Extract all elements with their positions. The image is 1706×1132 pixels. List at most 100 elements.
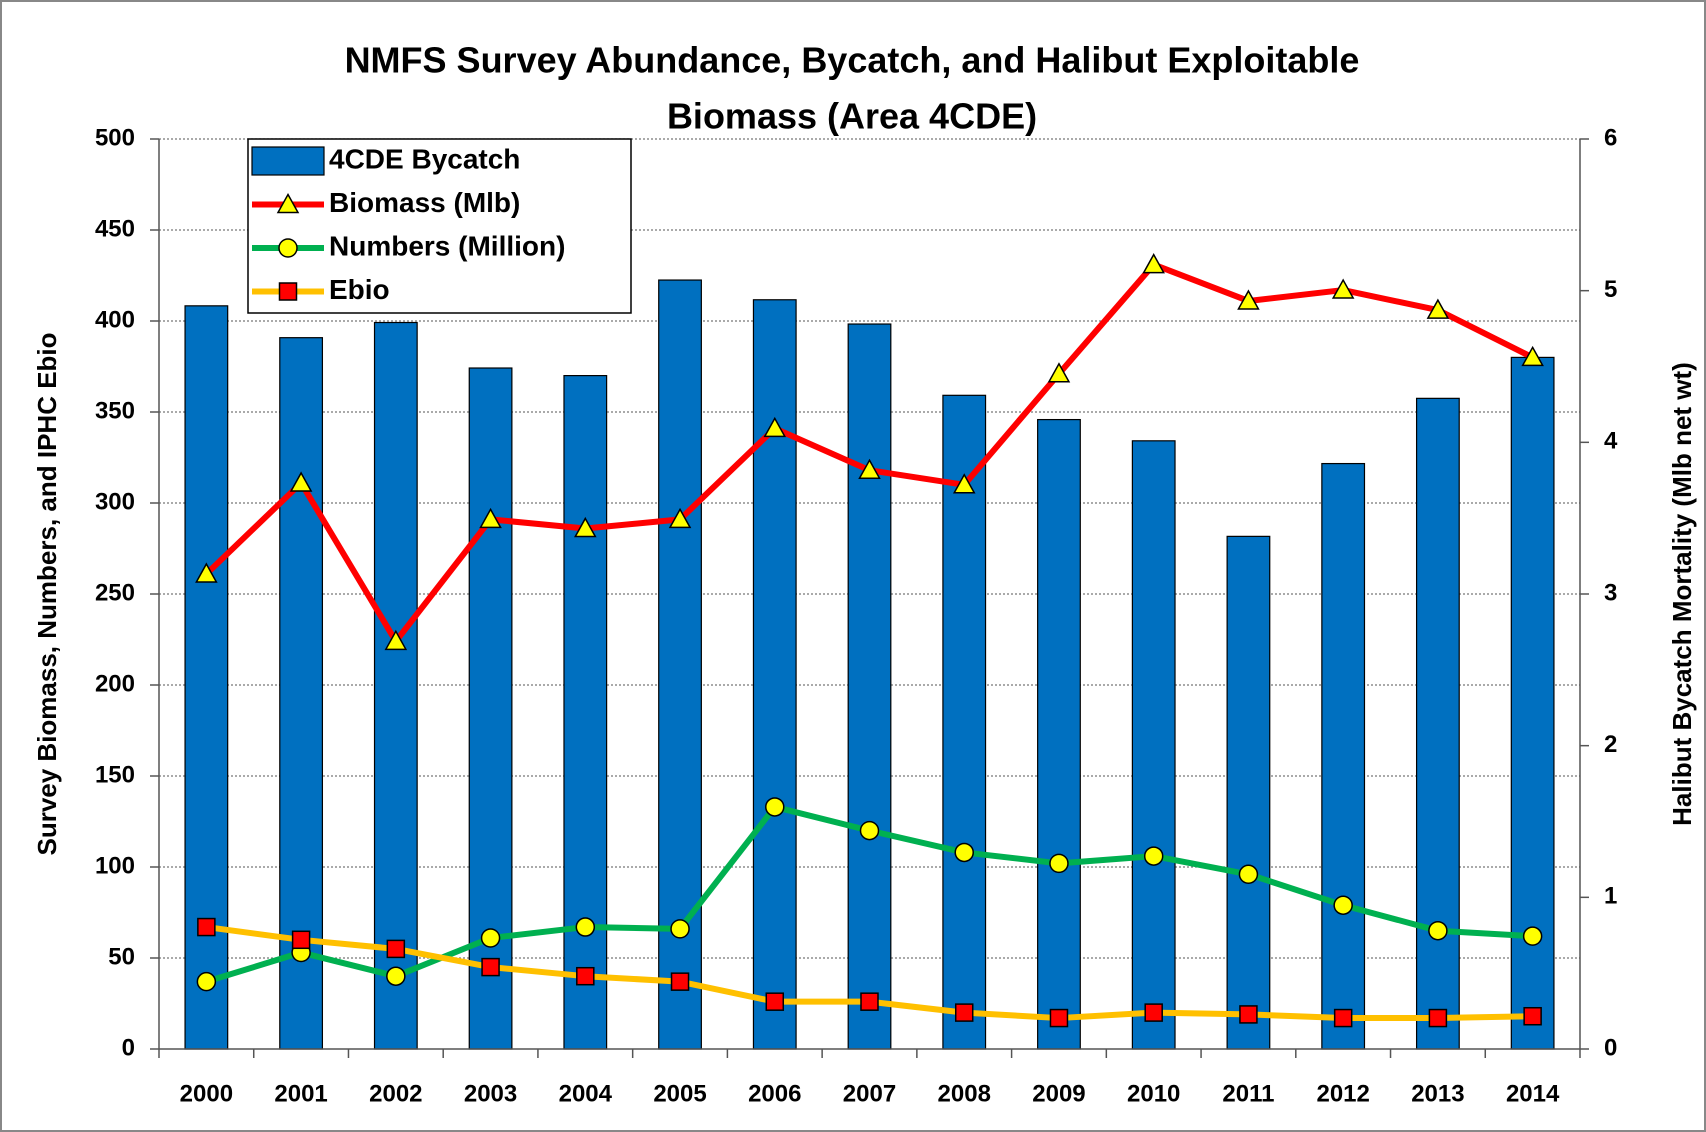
- marker: [1428, 920, 1448, 941]
- marker: [763, 416, 787, 438]
- marker: [954, 1003, 974, 1022]
- legend-label: Ebio: [329, 274, 390, 305]
- marker: [576, 966, 595, 986]
- bar: [1321, 462, 1366, 1050]
- marker: [197, 917, 216, 937]
- bar: [1131, 440, 1176, 1050]
- marker: [386, 939, 406, 959]
- bar: [279, 337, 324, 1050]
- y2-tick-label: 1: [1604, 883, 1617, 910]
- marker: [1238, 864, 1259, 885]
- marker: [765, 992, 785, 1011]
- x-tick-label: 2001: [274, 1080, 327, 1107]
- marker: [952, 473, 976, 494]
- marker: [670, 919, 690, 939]
- marker: [1523, 1006, 1542, 1026]
- marker: [1143, 846, 1164, 866]
- x-tick-label: 2000: [180, 1080, 233, 1107]
- x-tick-label: 2012: [1316, 1080, 1369, 1107]
- x-tick-label: 2006: [748, 1080, 801, 1107]
- chart-title: NMFS Survey Abundance, Bycatch, and Hali…: [345, 40, 1360, 81]
- x-tick-label: 2008: [938, 1080, 991, 1107]
- marker: [1049, 853, 1069, 874]
- marker: [1331, 278, 1355, 299]
- y2-tick-label: 5: [1604, 276, 1617, 303]
- legend-label: 4CDE Bycatch: [329, 143, 520, 174]
- y2-tick-label: 2: [1604, 731, 1617, 758]
- y-tick-label: 450: [95, 215, 135, 242]
- y2-tick-label: 6: [1604, 124, 1617, 151]
- marker: [291, 930, 311, 950]
- x-tick-label: 2002: [369, 1080, 422, 1107]
- y-tick-label: 150: [95, 761, 135, 788]
- marker: [1521, 345, 1544, 367]
- x-tick-label: 2005: [653, 1080, 706, 1107]
- marker: [1333, 1008, 1353, 1028]
- marker: [1522, 926, 1543, 946]
- legend-marker: [278, 282, 298, 301]
- bar: [942, 394, 987, 1050]
- x-tick-label: 2013: [1411, 1080, 1464, 1107]
- marker: [480, 928, 501, 948]
- x-tick-label: 2011: [1222, 1080, 1274, 1107]
- marker: [384, 629, 408, 651]
- bar: [373, 321, 418, 1050]
- y2-axis-label: Halibut Bycatch Mortality (Mlb net wt): [1667, 362, 1697, 826]
- marker: [1142, 253, 1165, 274]
- marker: [289, 471, 313, 492]
- y-tick-label: 200: [95, 670, 135, 697]
- bar: [1037, 418, 1081, 1050]
- marker: [575, 917, 596, 937]
- marker: [1426, 298, 1450, 319]
- y2-tick-label: 4: [1604, 428, 1618, 455]
- marker: [954, 842, 974, 863]
- marker: [765, 797, 785, 817]
- marker: [1333, 895, 1353, 915]
- bar: [184, 305, 229, 1050]
- marker: [1237, 289, 1260, 310]
- legend-label: Numbers (Million): [329, 230, 565, 261]
- marker: [1144, 1003, 1163, 1022]
- y-tick-label: 300: [95, 488, 135, 515]
- marker: [1049, 1008, 1069, 1028]
- legend-swatch: [251, 146, 325, 176]
- marker: [1047, 362, 1071, 383]
- bar: [752, 299, 797, 1050]
- y-tick-label: 500: [95, 124, 135, 151]
- y-tick-label: 350: [95, 397, 135, 424]
- x-tick-label: 2003: [464, 1080, 517, 1107]
- legend-label: Biomass (Mlb): [329, 187, 520, 218]
- y-tick-label: 0: [122, 1034, 135, 1061]
- y-tick-label: 400: [95, 306, 135, 333]
- bar: [1226, 535, 1271, 1050]
- x-tick-label: 2010: [1127, 1080, 1180, 1107]
- x-tick-label: 2004: [559, 1080, 613, 1107]
- marker: [479, 507, 502, 529]
- marker: [859, 820, 880, 841]
- y-tick-label: 50: [108, 943, 135, 970]
- marker: [1239, 1005, 1258, 1024]
- y-tick-label: 250: [95, 579, 135, 606]
- x-tick-label: 2009: [1032, 1080, 1085, 1107]
- bar: [563, 375, 608, 1050]
- bar: [1415, 397, 1460, 1050]
- chart-title: Biomass (Area 4CDE): [667, 96, 1037, 137]
- x-tick-label: 2014: [1506, 1080, 1560, 1107]
- marker: [858, 458, 881, 479]
- marker: [1428, 1008, 1448, 1028]
- marker: [574, 516, 597, 538]
- y2-tick-label: 0: [1604, 1034, 1617, 1061]
- y-tick-label: 100: [95, 852, 135, 879]
- marker: [860, 992, 879, 1011]
- marker: [196, 971, 217, 992]
- marker: [195, 562, 218, 583]
- marker: [668, 507, 692, 529]
- y-axis-label: Survey Biomass, Numbers, and IPHC Ebio: [32, 332, 62, 855]
- bar: [847, 323, 892, 1050]
- y2-tick-label: 3: [1604, 579, 1617, 606]
- legend-marker: [276, 192, 300, 214]
- legend-marker: [278, 238, 298, 258]
- marker: [670, 972, 690, 991]
- x-tick-label: 2007: [843, 1080, 896, 1107]
